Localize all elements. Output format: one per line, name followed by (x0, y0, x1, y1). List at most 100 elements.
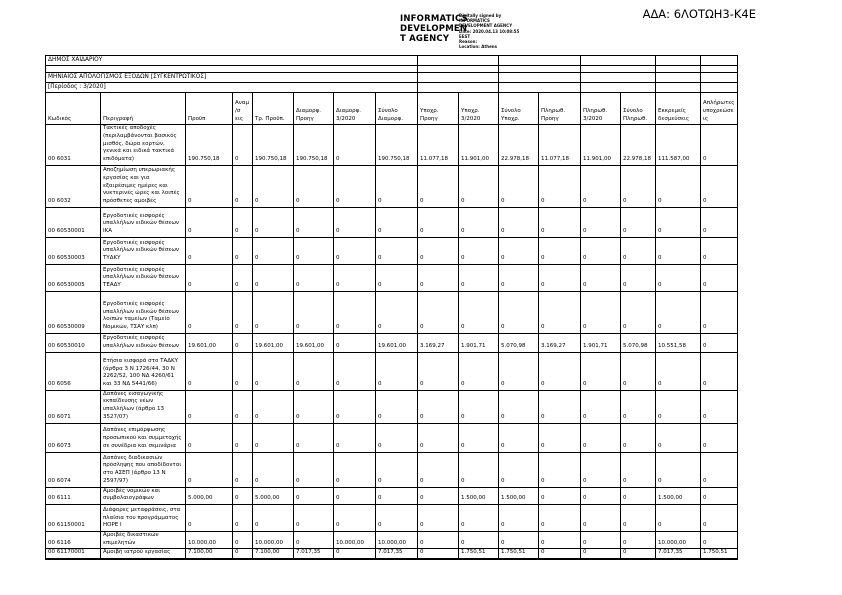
value-cell: 0 (458, 351, 500, 391)
value-cell: 0 (374, 164, 419, 208)
value-cell: 0 (232, 351, 253, 391)
value-cell: 0 (293, 530, 334, 550)
report-period: [Περίοδος : 3/2020] (44, 82, 419, 94)
table-row: 00 61150001 Διάφορες μεταφράσεις, στα πλα… (45, 503, 739, 532)
code-cell: 00 6073 (45, 422, 101, 453)
value-cell: 0 (580, 422, 622, 453)
value-cell: 0 (417, 389, 460, 424)
report-title-row: ΜΗΝΙΑΙΟΣ ΑΠΟΛΟΓΙΣΜΟΣ ΕΞΟΔΩΝ [ΣΥΓΚΕΝΤΡΩΤΙ… (44, 72, 739, 84)
value-cell: 0 (417, 503, 460, 532)
code-cell: 00 61170001 (45, 548, 101, 560)
description-cell: Δαπάνες διαδικασιών πρόσληψης που αποδίδ… (100, 451, 186, 488)
column-header: Διαμορφ. 3/2020 (333, 92, 376, 126)
value-cell: 0 (252, 290, 294, 334)
value-cell: 0 (252, 263, 294, 292)
value-cell: 0 (374, 422, 419, 453)
value-cell: 0 (498, 164, 540, 208)
table-row: 00 60530009 Εργοδοτικές εισφορές υπαλλήλω… (45, 290, 739, 334)
value-cell: 0 (232, 503, 253, 532)
value-cell: 0 (620, 206, 657, 238)
value-cell: 0 (185, 422, 233, 453)
value-cell: 1.750,51 (498, 548, 540, 560)
value-cell: 0 (655, 503, 702, 532)
value-cell: 0 (700, 332, 739, 353)
code-cell: 00 60530010 (45, 332, 101, 353)
value-cell: 0 (620, 548, 657, 560)
code-cell: 00 6031 (45, 124, 101, 166)
value-cell: 0 (498, 389, 540, 424)
value-cell: 0 (417, 530, 460, 550)
value-cell: 0 (333, 422, 376, 453)
empty-cell (700, 72, 739, 84)
table-row: 00 6111 Αμοιβές νομικών και συμβολαιογράφ… (45, 486, 739, 505)
value-cell: 0 (458, 503, 500, 532)
empty-cell (700, 54, 739, 67)
value-cell: 0 (374, 206, 419, 238)
value-cell: 0 (458, 451, 500, 488)
empty-cell (655, 72, 702, 84)
value-cell: 0 (232, 422, 253, 453)
value-cell: 19.601,00 (374, 332, 419, 353)
value-cell: 0 (538, 530, 582, 550)
value-cell: 10.000,00 (655, 530, 702, 550)
code-cell: 00 60530009 (45, 290, 101, 334)
description-cell: Εργοδοτικές εισφορές υπαλλήλων ειδικών θ… (100, 206, 186, 238)
value-cell: 0 (333, 486, 376, 505)
value-cell: 1.750,51 (700, 548, 739, 560)
value-cell: 0 (252, 236, 294, 265)
column-header: Κωδικός (45, 92, 101, 126)
value-cell: 0 (538, 486, 582, 505)
value-cell: 0 (498, 530, 540, 550)
table-row: 00 6074 Δαπάνες διαδικασιών πρόσληψης που… (45, 451, 739, 488)
informatics-agency-logo: INFORMATICS DEVELOPMEN T AGENCY (400, 14, 468, 44)
value-cell: 0 (538, 548, 582, 560)
column-header: Αναμ/σ εις (232, 92, 253, 126)
value-cell: 0 (458, 389, 500, 424)
value-cell: 0 (538, 164, 582, 208)
value-cell: 0 (620, 389, 657, 424)
table-row: 00 6071 Δαπάνες εισαγωγικής εκπαίδευσης ν… (45, 389, 739, 424)
value-cell: 0 (232, 206, 253, 238)
value-cell: 10.000,00 (374, 530, 419, 550)
empty-cell (700, 82, 739, 94)
value-cell: 0 (417, 422, 460, 453)
value-cell: 0 (185, 236, 233, 265)
value-cell: 0 (333, 332, 376, 353)
empty-cell (417, 54, 500, 67)
code-cell: 00 60530005 (45, 263, 101, 292)
value-cell: 11.077,18 (417, 124, 460, 166)
value-cell: 0 (700, 486, 739, 505)
agency-logo-line: DEVELOPMEN (400, 24, 468, 35)
table-row: 00 60530005 Εργοδοτικές εισφορές υπαλλήλω… (45, 263, 739, 292)
value-cell: 0 (580, 290, 622, 334)
value-cell: 0 (655, 206, 702, 238)
value-cell: 0 (700, 351, 739, 391)
value-cell: 11.901,00 (580, 124, 622, 166)
value-cell: 0 (333, 503, 376, 532)
value-cell: 0 (232, 263, 253, 292)
column-header: Εκκρεμείς δεσμεύσεις (655, 92, 702, 126)
report-period-row: [Περίοδος : 3/2020] (44, 82, 739, 94)
value-cell: 0 (620, 530, 657, 550)
value-cell: 22.978,18 (498, 124, 540, 166)
value-cell: 0 (333, 164, 376, 208)
value-cell: 190.750,18 (185, 124, 233, 166)
spacer-row (44, 65, 739, 74)
column-header: Σύνολο Υποχρ. (498, 92, 540, 126)
value-cell: 0 (293, 389, 334, 424)
value-cell: 0 (538, 503, 582, 532)
value-cell: 0 (293, 351, 334, 391)
value-cell: 0 (417, 236, 460, 265)
empty-cell (655, 82, 702, 94)
value-cell: 0 (252, 451, 294, 488)
empty-cell (417, 72, 500, 84)
empty-cell (44, 65, 419, 74)
value-cell: 0 (580, 263, 622, 292)
value-cell: 0 (498, 236, 540, 265)
table-row: 00 6031 Τακτικές αποδοχές (περιλαμβάνοντα… (45, 124, 739, 166)
value-cell: 7.017,35 (655, 548, 702, 560)
value-cell: 1.750,51 (458, 548, 500, 560)
table-row: 00 60530001 Εργοδοτικές εισφορές υπαλλήλω… (45, 206, 739, 238)
table-row: 00 60530010 Εργοδοτικές εισφορές υπαλλήλω… (45, 332, 739, 353)
value-cell: 0 (620, 263, 657, 292)
